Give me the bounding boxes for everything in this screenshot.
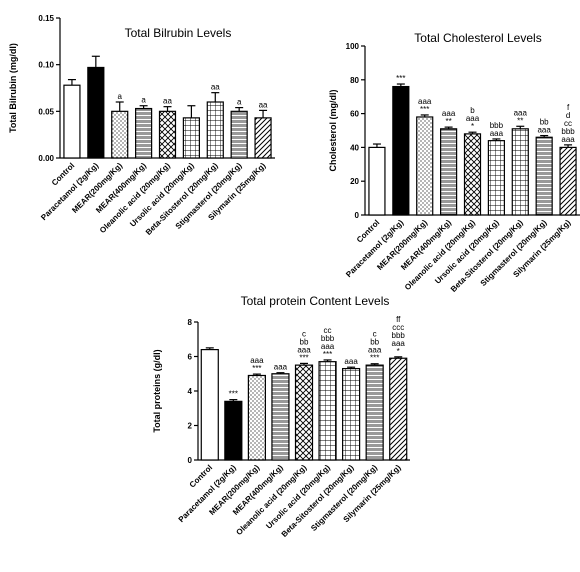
significance-label: aaa — [274, 363, 288, 372]
bar — [200, 349, 219, 461]
y-tick-label: 0.15 — [38, 14, 54, 23]
significance-label: *** — [323, 350, 332, 359]
significance-label: c — [373, 330, 377, 339]
bar — [440, 128, 458, 216]
bar — [63, 84, 81, 159]
significance-label: ff — [396, 315, 401, 324]
chart-panel-3: Total protein Content Levels Total protei… — [152, 294, 410, 539]
significance-label: aaa — [344, 357, 358, 366]
bar — [487, 140, 505, 216]
chart-panel-1: Total Bilrubin Levels Total Bilrubin (mg/… — [8, 14, 275, 237]
bar — [111, 110, 129, 159]
significance-label: * — [397, 347, 400, 356]
significance-label: aaa — [297, 345, 311, 354]
bar — [230, 110, 248, 159]
bar — [294, 364, 314, 461]
bar — [206, 101, 224, 159]
bar — [463, 133, 482, 216]
y-tick-label: 0.05 — [38, 107, 54, 116]
significance-label: bb — [300, 337, 309, 346]
significance-label: *** — [299, 353, 308, 362]
significance-label: aaa — [514, 108, 528, 117]
significance-label: aaa — [368, 346, 382, 355]
significance-label: d — [566, 111, 570, 120]
y-tick-label: 6 — [188, 353, 193, 362]
bar — [254, 117, 272, 159]
y-tick-label: 0 — [355, 211, 360, 220]
bar — [271, 373, 290, 461]
bar — [511, 128, 529, 216]
significance-label: ** — [445, 117, 451, 126]
y-axis-label: Total proteins (g/dl) — [152, 349, 162, 432]
y-tick-label: 40 — [350, 143, 359, 152]
significance-label: bb — [540, 118, 549, 127]
y-tick-label: 0 — [188, 456, 193, 465]
y-tick-label: 60 — [350, 110, 359, 119]
significance-label: aaa — [537, 126, 551, 135]
significance-label: aa — [211, 83, 220, 92]
y-tick-label: 80 — [350, 76, 359, 85]
significance-label: aaa — [250, 356, 264, 365]
significance-label: ** — [517, 116, 523, 125]
significance-label: a — [117, 92, 122, 101]
y-axis-label: Total Bilrubin (mg/dl) — [8, 43, 18, 133]
bar — [342, 367, 361, 461]
significance-label: cc — [564, 119, 572, 128]
bar — [416, 116, 434, 216]
significance-label: cc — [324, 326, 332, 335]
significance-label: *** — [370, 354, 379, 363]
bar — [368, 146, 386, 216]
chart-title: Total Cholesterol Levels — [414, 31, 541, 45]
chart-title: Total protein Content Levels — [241, 294, 390, 308]
significance-label: * — [471, 122, 474, 131]
significance-label: a — [237, 98, 242, 107]
bar — [87, 66, 105, 159]
significance-label: a — [141, 96, 146, 105]
significance-label: bbb — [561, 127, 575, 136]
y-tick-label: 4 — [188, 387, 193, 396]
bar — [318, 361, 337, 461]
significance-label: bbb — [321, 334, 335, 343]
significance-label: *** — [396, 74, 405, 83]
significance-label: bbb — [392, 331, 406, 340]
significance-label: b — [470, 106, 475, 115]
significance-label: aaa — [490, 129, 504, 138]
y-tick-label: 100 — [346, 42, 360, 51]
bar — [392, 85, 410, 216]
significance-label: aa — [163, 97, 172, 106]
significance-label: aaa — [561, 135, 575, 144]
significance-label: aaa — [466, 114, 480, 123]
bar — [365, 364, 384, 461]
bar — [224, 400, 243, 461]
y-tick-label: 8 — [188, 318, 193, 327]
bar — [158, 110, 177, 159]
chart-title: Total Bilrubin Levels — [125, 26, 232, 40]
y-tick-label: 20 — [350, 177, 359, 186]
significance-label: aa — [259, 100, 268, 109]
chart-panel-2: Total Cholesterol Levels Cholesterol (mg/… — [328, 31, 580, 294]
significance-label: aaa — [442, 109, 456, 118]
y-tick-label: 0.10 — [38, 61, 54, 70]
y-tick-label: 2 — [188, 422, 193, 431]
bar — [389, 357, 408, 461]
significance-label: *** — [252, 364, 261, 373]
y-axis-label: Cholesterol (mg/dl) — [328, 89, 338, 171]
significance-label: *** — [420, 105, 429, 114]
significance-label: c — [302, 329, 306, 338]
significance-label: aaa — [418, 97, 432, 106]
significance-label: f — [567, 103, 570, 112]
significance-label: ccc — [392, 323, 404, 332]
significance-label: bb — [370, 338, 379, 347]
bar — [182, 117, 200, 159]
bar — [559, 146, 577, 216]
significance-label: aaa — [321, 342, 335, 351]
bar — [535, 136, 553, 216]
significance-label: *** — [229, 390, 238, 399]
y-tick-label: 0.00 — [38, 154, 54, 163]
bar — [247, 374, 266, 461]
significance-label: aaa — [392, 339, 406, 348]
bar — [135, 107, 153, 159]
significance-label: bbb — [490, 121, 504, 130]
